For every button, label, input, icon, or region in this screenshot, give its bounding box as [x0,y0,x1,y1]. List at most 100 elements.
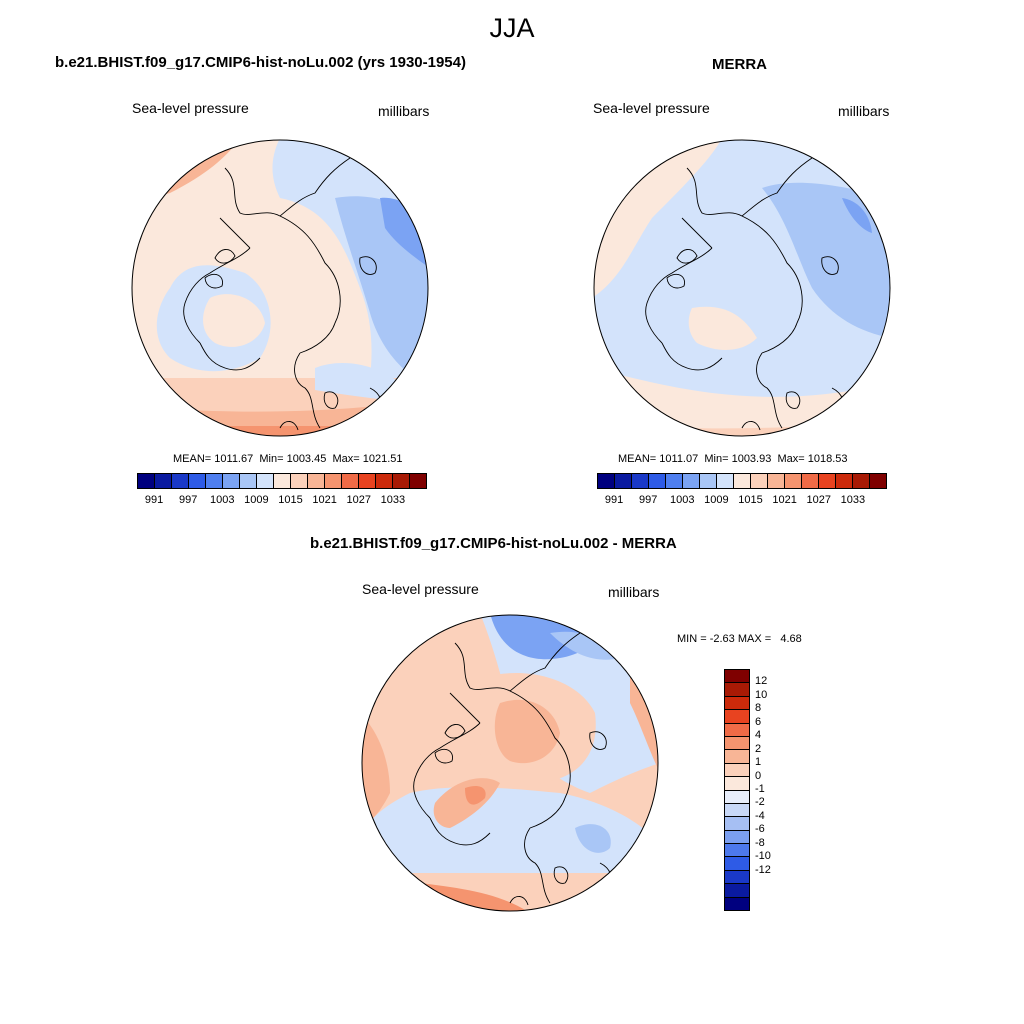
colorbar-swatch [725,736,749,751]
colorbar-tick-label: 6 [755,715,762,728]
panel2-units-label: millibars [838,103,890,119]
colorbar-swatch [725,870,749,885]
colorbar-tick-label: 1015 [278,494,303,506]
panel2-title: MERRA [712,56,767,73]
colorbar-tick-label: 12 [755,675,768,688]
colorbar-swatch [725,857,749,871]
colorbar-tick-label: 1015 [738,494,763,506]
colorbar-swatch [725,763,749,778]
colorbar-swatch [308,474,325,488]
colorbar-swatch [291,474,308,488]
panel2-variable-label: Sea-level pressure [593,100,710,116]
colorbar-swatch [172,474,189,488]
colorbar-tick-label: 10 [755,688,768,701]
colorbar-swatch [725,750,749,764]
colorbar-swatch [725,897,749,911]
panel3-title: b.e21.BHIST.f09_g17.CMIP6-hist-noLu.002 … [310,535,677,552]
colorbar-tick-label: -8 [755,836,765,849]
colorbar-swatch [359,474,376,488]
colorbar-swatch [725,817,749,831]
colorbar-swatch [725,710,749,724]
panel1-polar-map [131,139,429,437]
colorbar-swatch [376,474,393,488]
colorbar-swatch [768,474,785,488]
colorbar-swatch [785,474,802,488]
colorbar-swatch [725,777,749,791]
colorbar-swatch [325,474,342,488]
colorbar-swatch [802,474,819,488]
colorbar-swatch [615,474,632,488]
colorbar-swatch [632,474,649,488]
panel2-colorbar [597,473,887,489]
panel2-stats: MEAN= 1011.07 Min= 1003.93 Max= 1018.53 [618,453,848,465]
colorbar-swatch [725,790,749,804]
colorbar-swatch [223,474,240,488]
colorbar-tick-label: 1003 [670,494,695,506]
colorbar-swatch [734,474,751,488]
panel3-polar-map [361,614,659,912]
colorbar-swatch [725,830,749,845]
colorbar-tick-label: 1027 [346,494,371,506]
colorbar-tick-label: -1 [755,783,765,795]
colorbar-swatch [700,474,717,488]
colorbar-tick-label: 1003 [210,494,235,506]
colorbar-swatch [725,884,749,898]
colorbar-swatch [819,474,836,488]
colorbar-swatch [189,474,206,488]
panel1-stats: MEAN= 1011.67 Min= 1003.45 Max= 1021.51 [173,453,403,465]
colorbar-swatch [725,723,749,737]
colorbar-swatch [649,474,666,488]
colorbar-tick-label: -12 [755,863,771,876]
panel1-title: b.e21.BHIST.f09_g17.CMIP6-hist-noLu.002 … [55,54,466,71]
colorbar-tick-label: -2 [755,796,765,809]
colorbar-swatch [240,474,257,488]
colorbar-swatch [836,474,853,488]
colorbar-tick-label: -4 [755,809,765,822]
colorbar-tick-label: 991 [604,494,624,506]
colorbar-tick-label: 991 [144,494,164,506]
colorbar-swatch [870,474,886,488]
panel3-colorbar [724,669,750,911]
colorbar-tick-label: 1021 [772,494,797,506]
colorbar-tick-label: 997 [638,494,658,506]
panel1-units-label: millibars [378,103,430,119]
colorbar-tick-label: 1027 [806,494,831,506]
panel3-variable-label: Sea-level pressure [362,581,479,597]
colorbar-swatch [598,474,615,488]
colorbar-swatch [393,474,410,488]
colorbar-tick-label: 1009 [244,494,269,506]
panel1-colorbar [137,473,427,489]
colorbar-swatch [751,474,768,488]
colorbar-swatch [138,474,155,488]
colorbar-tick-label: 2 [755,742,762,755]
colorbar-swatch [725,803,749,818]
colorbar-swatch [725,696,749,711]
colorbar-tick-label: 1021 [312,494,337,506]
colorbar-swatch [717,474,734,488]
colorbar-tick-label: 0 [755,769,762,782]
colorbar-tick-label: 1009 [704,494,729,506]
panel2-polar-map [593,139,891,437]
colorbar-tick-label: 997 [178,494,198,506]
colorbar-swatch [155,474,172,488]
colorbar-swatch [853,474,870,488]
colorbar-tick-label: 1033 [840,494,866,506]
figure-title: JJA [489,13,535,43]
colorbar-swatch [410,474,426,488]
colorbar-swatch [257,474,274,488]
colorbar-swatch [725,670,749,684]
colorbar-tick-label: -10 [755,850,771,863]
colorbar-swatch [683,474,700,488]
colorbar-tick-label: 1033 [380,494,406,506]
colorbar-tick-label: 4 [755,729,762,742]
colorbar-tick-label: -6 [755,823,765,836]
panel1-variable-label: Sea-level pressure [132,100,249,116]
colorbar-swatch [206,474,223,488]
colorbar-tick-label: 1 [755,756,762,769]
colorbar-swatch [342,474,359,488]
colorbar-tick-label: 8 [755,702,762,715]
colorbar-swatch [666,474,683,488]
colorbar-swatch [725,683,749,697]
colorbar-swatch [274,474,291,488]
colorbar-swatch [725,844,749,858]
